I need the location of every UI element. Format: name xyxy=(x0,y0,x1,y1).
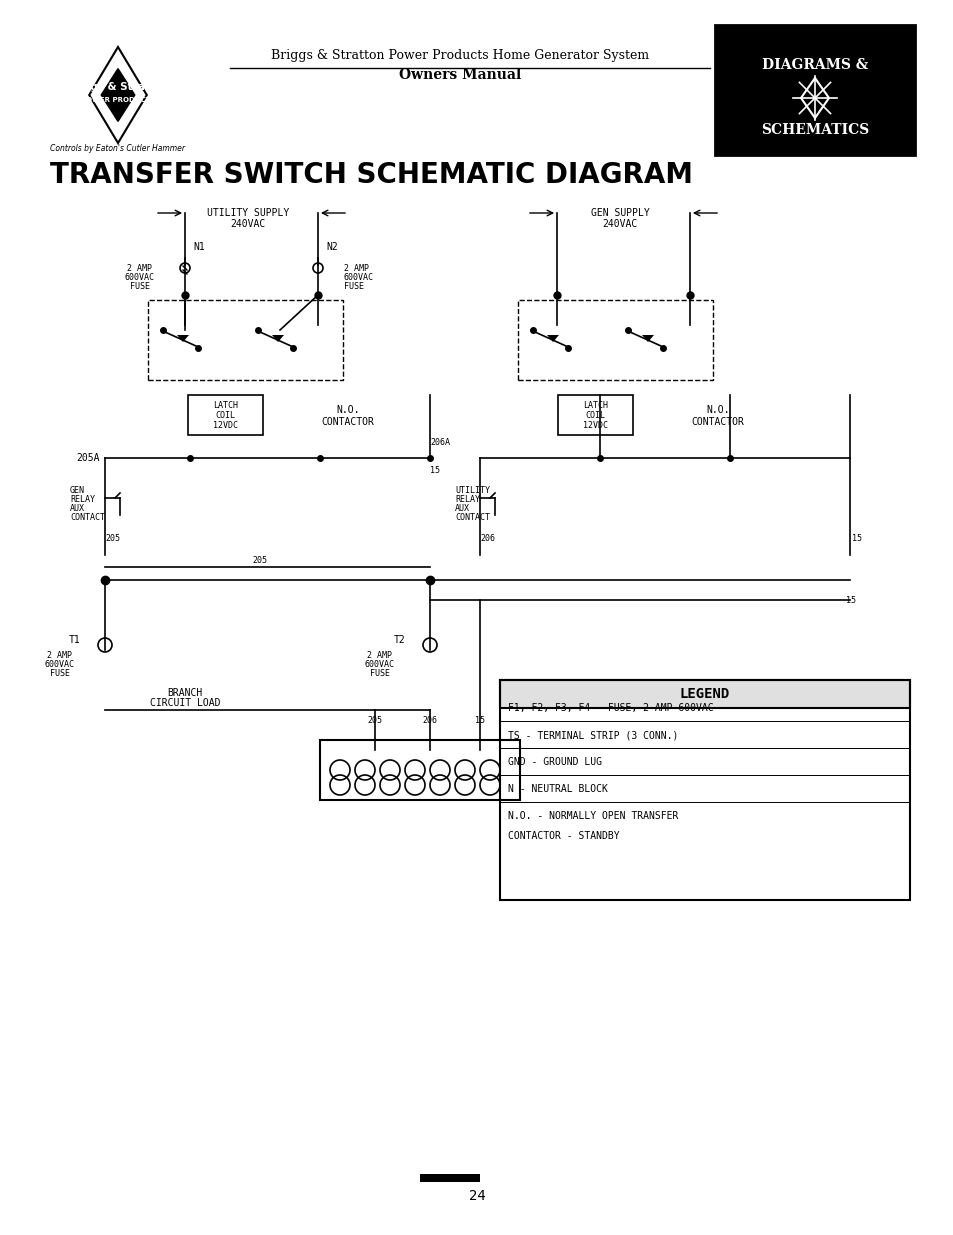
Text: N.O.: N.O. xyxy=(705,405,729,415)
Text: 12VDC: 12VDC xyxy=(213,420,237,430)
Text: CONTACT: CONTACT xyxy=(70,513,105,521)
Bar xyxy=(558,395,633,435)
Text: FUSE: FUSE xyxy=(130,282,150,290)
Bar xyxy=(319,740,519,800)
Text: 205A: 205A xyxy=(76,453,100,463)
Text: 600VAC: 600VAC xyxy=(344,273,374,282)
Text: F1, F2, F3, F4 - FUSE, 2 AMP 600VAC: F1, F2, F3, F4 - FUSE, 2 AMP 600VAC xyxy=(507,703,713,713)
Text: AUX: AUX xyxy=(455,504,470,513)
Text: 15: 15 xyxy=(845,595,855,604)
Text: CIRCUIT LOAD: CIRCUIT LOAD xyxy=(150,698,220,708)
Text: N - NEUTRAL BLOCK: N - NEUTRAL BLOCK xyxy=(507,784,607,794)
Text: COIL: COIL xyxy=(585,410,605,420)
Text: DIAGRAMS &: DIAGRAMS & xyxy=(761,58,867,72)
Text: UTILITY: UTILITY xyxy=(455,485,490,494)
Text: 24: 24 xyxy=(468,1189,485,1203)
Polygon shape xyxy=(546,335,558,342)
Text: LEGEND: LEGEND xyxy=(679,687,729,701)
Text: 205: 205 xyxy=(253,556,267,564)
Text: N2: N2 xyxy=(326,242,337,252)
Text: FUSE: FUSE xyxy=(344,282,364,290)
Text: Owners Manual: Owners Manual xyxy=(398,68,520,82)
Polygon shape xyxy=(101,69,134,121)
Text: 15: 15 xyxy=(851,534,862,542)
Text: N1: N1 xyxy=(193,242,205,252)
Text: T1: T1 xyxy=(69,635,81,645)
Text: 240VAC: 240VAC xyxy=(230,219,265,228)
Text: RELAY: RELAY xyxy=(70,494,95,504)
Text: LATCH: LATCH xyxy=(213,400,237,410)
Text: N.O.: N.O. xyxy=(335,405,359,415)
Text: CONTACTOR: CONTACTOR xyxy=(691,417,743,427)
Text: POWER PRODUCTS: POWER PRODUCTS xyxy=(81,98,155,103)
Text: 205: 205 xyxy=(105,534,120,542)
Text: GEN: GEN xyxy=(70,485,85,494)
Text: UTILITY SUPPLY: UTILITY SUPPLY xyxy=(207,207,289,219)
Text: 600VAC: 600VAC xyxy=(365,659,395,668)
Text: CONTACT: CONTACT xyxy=(455,513,490,521)
Text: 206: 206 xyxy=(479,534,495,542)
Text: TS - TERMINAL STRIP (3 CONN.): TS - TERMINAL STRIP (3 CONN.) xyxy=(507,730,678,740)
Text: 206: 206 xyxy=(422,715,437,725)
Text: GEN SUPPLY: GEN SUPPLY xyxy=(590,207,649,219)
FancyBboxPatch shape xyxy=(714,25,914,156)
Text: FUSE: FUSE xyxy=(370,668,390,678)
Text: 600VAC: 600VAC xyxy=(45,659,75,668)
Text: 240VAC: 240VAC xyxy=(601,219,637,228)
Text: 15: 15 xyxy=(475,715,484,725)
Text: LATCH: LATCH xyxy=(582,400,607,410)
Bar xyxy=(499,680,909,900)
Text: SCHEMATICS: SCHEMATICS xyxy=(760,124,868,137)
Polygon shape xyxy=(641,335,654,342)
Text: CONTACTOR: CONTACTOR xyxy=(321,417,374,427)
Text: GND - GROUND LUG: GND - GROUND LUG xyxy=(507,757,601,767)
Text: 2 AMP: 2 AMP xyxy=(48,651,72,659)
Text: RELAY: RELAY xyxy=(455,494,479,504)
Text: FUSE: FUSE xyxy=(50,668,70,678)
Polygon shape xyxy=(177,335,189,342)
Text: T2: T2 xyxy=(394,635,405,645)
Text: 206A: 206A xyxy=(430,437,450,447)
Text: Controls by Eaton's Cutler Hammer: Controls by Eaton's Cutler Hammer xyxy=(51,143,185,152)
Text: Briggs & Stratton Power Products Home Generator System: Briggs & Stratton Power Products Home Ge… xyxy=(271,48,648,62)
Text: AUX: AUX xyxy=(70,504,85,513)
Text: COIL: COIL xyxy=(215,410,235,420)
Polygon shape xyxy=(272,335,284,342)
Text: N.O. - NORMALLY OPEN TRANSFER: N.O. - NORMALLY OPEN TRANSFER xyxy=(507,811,678,821)
Text: CONTACTOR - STANDBY: CONTACTOR - STANDBY xyxy=(507,831,619,841)
Bar xyxy=(499,680,909,708)
Bar xyxy=(419,1174,479,1182)
Text: 12VDC: 12VDC xyxy=(582,420,607,430)
Bar xyxy=(188,395,263,435)
Text: 2 AMP: 2 AMP xyxy=(344,263,369,273)
Text: 15: 15 xyxy=(430,466,439,474)
Text: Briggs & Stratton: Briggs & Stratton xyxy=(66,82,170,91)
Text: 2 AMP: 2 AMP xyxy=(367,651,392,659)
Text: 600VAC: 600VAC xyxy=(125,273,154,282)
Text: BRANCH: BRANCH xyxy=(167,688,202,698)
Text: 2 AMP: 2 AMP xyxy=(128,263,152,273)
Text: 205: 205 xyxy=(367,715,382,725)
Text: TRANSFER SWITCH SCHEMATIC DIAGRAM: TRANSFER SWITCH SCHEMATIC DIAGRAM xyxy=(50,161,692,189)
